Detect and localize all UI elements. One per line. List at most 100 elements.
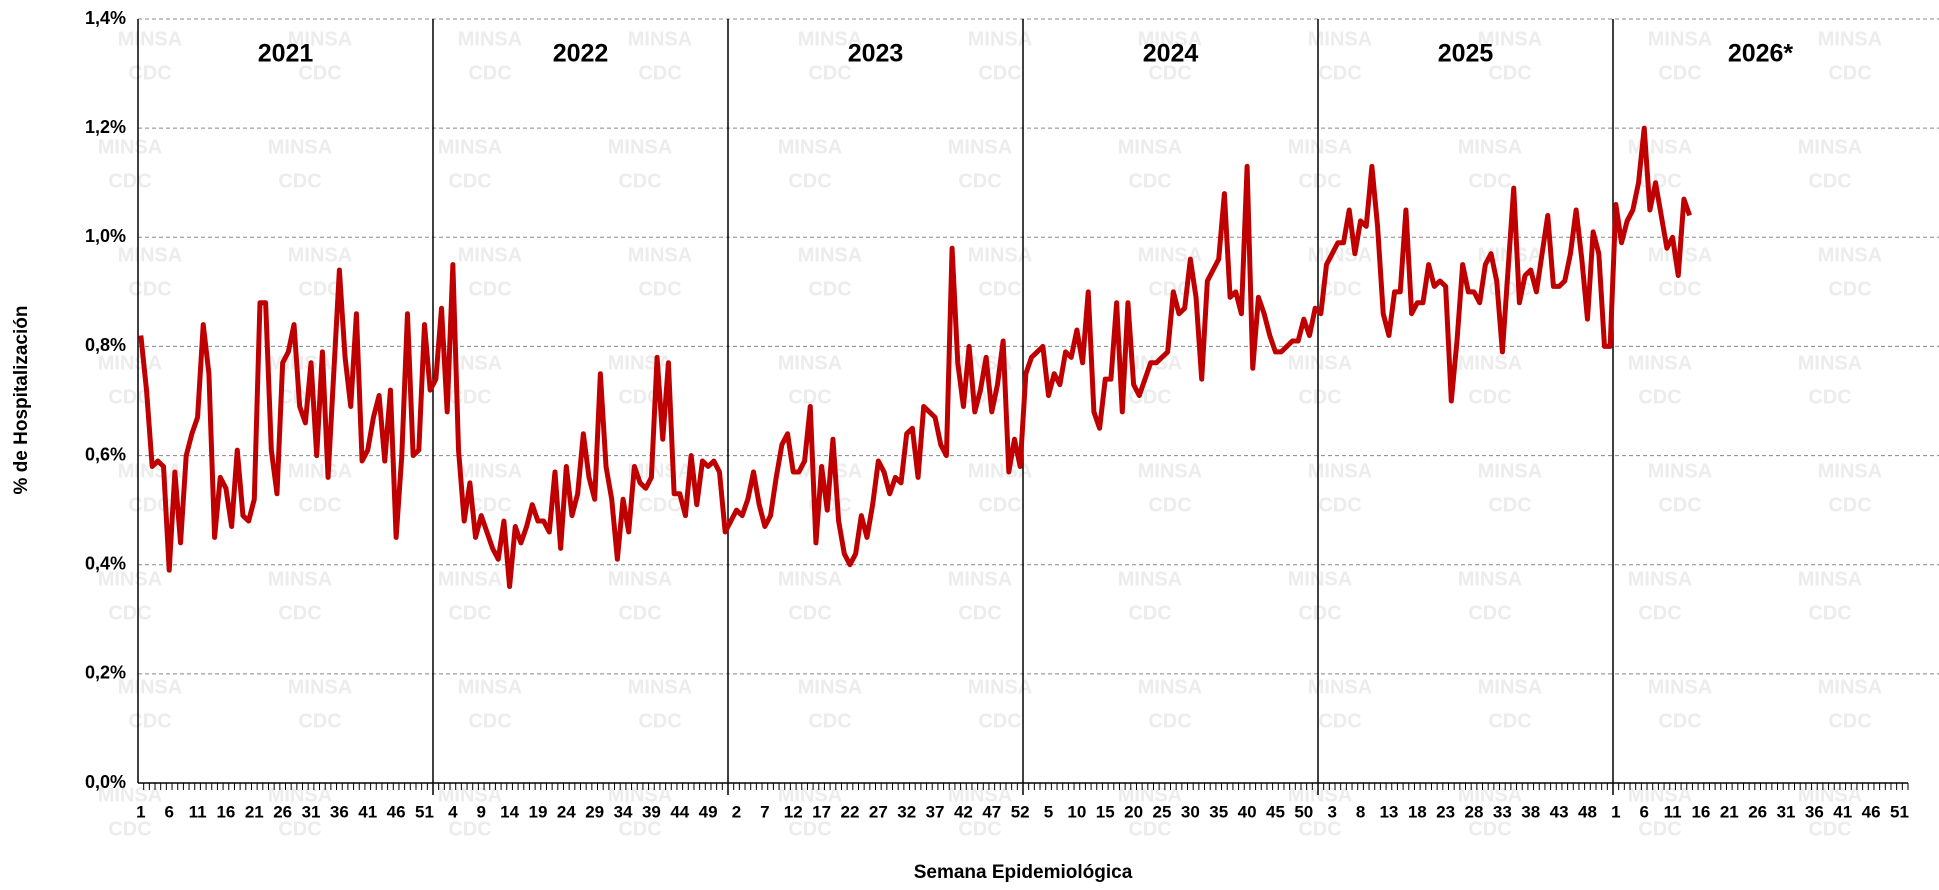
period-label: 2025 (1438, 40, 1494, 68)
x-tick-label: 21 (245, 802, 264, 821)
watermark-text: CDC (1318, 278, 1361, 300)
watermark-text: CDC (958, 818, 1001, 840)
watermark-text: CDC (1148, 278, 1191, 300)
x-tick-label: 41 (358, 802, 377, 821)
x-tick-label: 40 (1238, 802, 1257, 821)
watermark-text: MINSA (458, 676, 522, 698)
x-tick-label: 26 (1748, 802, 1767, 821)
watermark-text: CDC (808, 278, 851, 300)
watermark-text: MINSA (968, 460, 1032, 482)
watermark-text: CDC (298, 278, 341, 300)
watermark-text: CDC (978, 278, 1021, 300)
watermark-text: CDC (1128, 170, 1171, 192)
y-tick-label: 0,6% (85, 444, 126, 464)
x-tick-label: 16 (216, 802, 235, 821)
watermark-text: MINSA (1798, 352, 1862, 374)
watermark-text: CDC (128, 494, 171, 516)
watermark-text: MINSA (1458, 568, 1522, 590)
watermark-text: CDC (1298, 170, 1341, 192)
x-tick-label: 10 (1067, 802, 1086, 821)
watermark-text: MINSA (778, 784, 842, 806)
x-tick-label: 2 (732, 802, 741, 821)
watermark-text: MINSA (798, 28, 862, 50)
watermark-text: CDC (468, 278, 511, 300)
x-tick-label: 45 (1266, 802, 1285, 821)
watermark-text: MINSA (288, 244, 352, 266)
watermark-text: CDC (1638, 386, 1681, 408)
x-tick-label: 42 (954, 802, 973, 821)
watermark-text: MINSA (1288, 136, 1352, 158)
watermark-text: MINSA (608, 784, 672, 806)
watermark-text: MINSA (458, 244, 522, 266)
x-tick-label: 30 (1181, 802, 1200, 821)
watermark-text: CDC (1148, 62, 1191, 84)
watermark-text: CDC (1468, 818, 1511, 840)
watermark-text: CDC (1638, 818, 1681, 840)
x-tick-label: 12 (784, 802, 803, 821)
period-label: 2024 (1143, 40, 1199, 68)
x-tick-label: 24 (557, 802, 576, 821)
watermark-text: MINSA (1628, 568, 1692, 590)
watermark-text: MINSA (948, 568, 1012, 590)
watermark-text: MINSA (1798, 784, 1862, 806)
data-line (138, 125, 1692, 590)
watermark-text: CDC (468, 62, 511, 84)
watermark-text: MINSA (608, 136, 672, 158)
watermark-text: CDC (1658, 494, 1701, 516)
period-label: 2022 (553, 40, 609, 68)
watermark-text: MINSA (968, 28, 1032, 50)
x-tick-label: 46 (387, 802, 406, 821)
watermark-text: MINSA (968, 676, 1032, 698)
watermark-text: MINSA (628, 244, 692, 266)
x-tick-label: 51 (1890, 802, 1909, 821)
period-label: 2021 (258, 40, 314, 68)
watermark-text: MINSA (1458, 352, 1522, 374)
x-tick-label: 33 (1493, 802, 1512, 821)
watermark-text: MINSA (778, 568, 842, 590)
watermark-text: CDC (1658, 710, 1701, 732)
watermark-text: MINSA (1478, 28, 1542, 50)
x-tick-label: 35 (1209, 802, 1228, 821)
x-tick-label: 52 (1011, 802, 1030, 821)
y-axis-title: % de Hospitalización (11, 306, 32, 495)
watermark-text: CDC (1658, 62, 1701, 84)
watermark-text: CDC (1468, 170, 1511, 192)
x-tick-label: 6 (1639, 802, 1648, 821)
watermark-text: MINSA (628, 28, 692, 50)
watermark-text: MINSA (1138, 676, 1202, 698)
x-tick-label: 19 (528, 802, 547, 821)
x-tick-label: 8 (1356, 802, 1365, 821)
watermark-text: CDC (448, 818, 491, 840)
x-tick-label: 31 (1777, 802, 1796, 821)
x-tick-label: 50 (1294, 802, 1313, 821)
watermark-text: MINSA (1118, 136, 1182, 158)
watermark-text: MINSA (1818, 244, 1882, 266)
x-tick-label: 34 (614, 802, 633, 821)
x-tick-label: 9 (476, 802, 485, 821)
watermark-text: CDC (1828, 62, 1871, 84)
x-tick-label: 25 (1153, 802, 1172, 821)
watermark-text: CDC (1638, 170, 1681, 192)
watermark-text: CDC (618, 386, 661, 408)
watermark-text: CDC (1468, 386, 1511, 408)
watermark-text: MINSA (438, 568, 502, 590)
watermark-text: MINSA (1288, 784, 1352, 806)
watermark-text: MINSA (1138, 244, 1202, 266)
watermark-text: CDC (1298, 818, 1341, 840)
watermark-text: MINSA (458, 460, 522, 482)
watermark-text: CDC (808, 62, 851, 84)
watermark-text: MINSA (968, 244, 1032, 266)
watermark-text: MINSA (1648, 28, 1712, 50)
watermark-text: CDC (108, 170, 151, 192)
watermark-text: CDC (1148, 710, 1191, 732)
watermark-text: MINSA (438, 784, 502, 806)
watermark-text: CDC (618, 170, 661, 192)
watermark-text: MINSA (628, 460, 692, 482)
watermark-text: MINSA (948, 352, 1012, 374)
watermark-text: MINSA (1138, 28, 1202, 50)
watermark-text: MINSA (1478, 460, 1542, 482)
x-tick-label: 11 (189, 802, 207, 821)
x-tick-label: 14 (500, 802, 519, 821)
watermark-text: CDC (128, 710, 171, 732)
